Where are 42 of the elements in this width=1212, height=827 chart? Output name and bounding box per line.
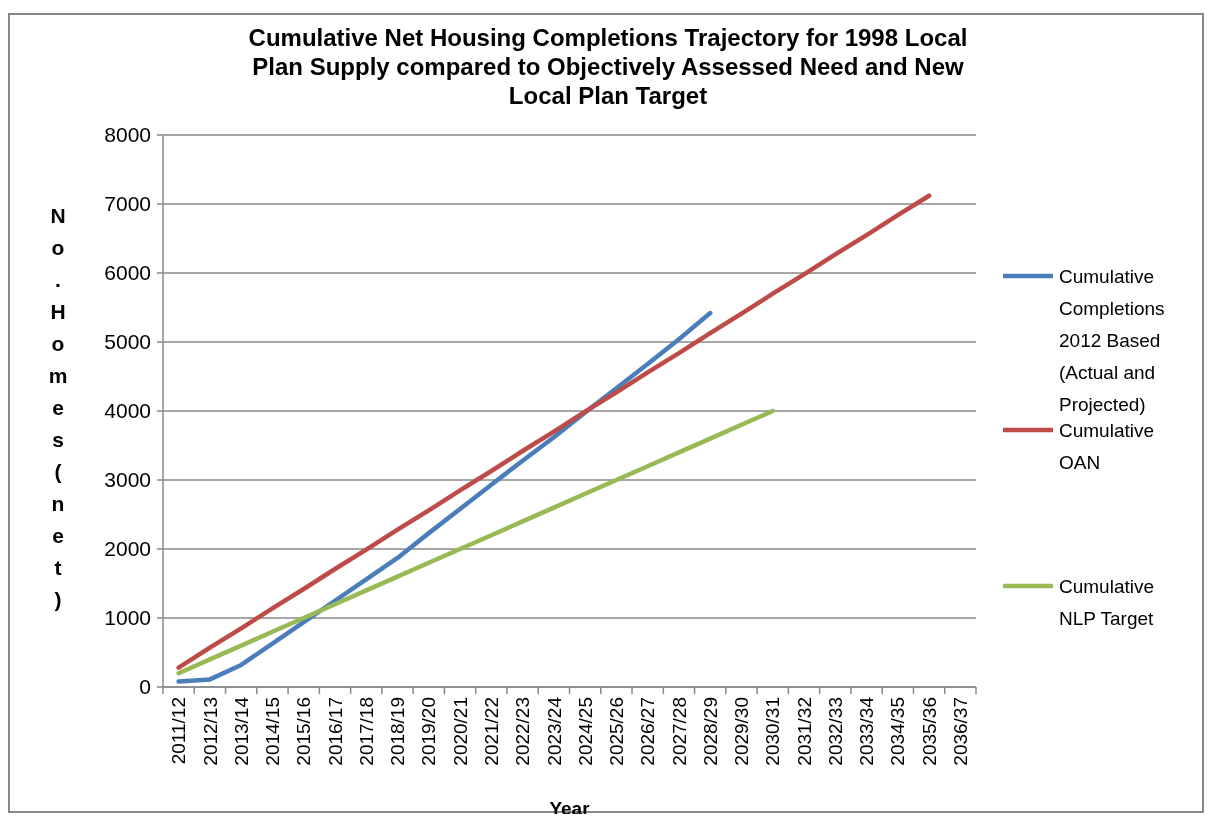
x-tick-label: 2015/16 bbox=[293, 697, 315, 766]
x-tick-label: 2035/36 bbox=[918, 697, 940, 766]
y-tick-label: 7000 bbox=[104, 192, 151, 216]
x-tick-label: 2029/30 bbox=[731, 697, 753, 766]
text: No. Homes (net) bbox=[48, 204, 68, 611]
legend-label: Cumulative NLP Target bbox=[1059, 575, 1155, 629]
x-tick-label: 2027/28 bbox=[668, 697, 690, 766]
x-tick-label: 2018/19 bbox=[387, 697, 409, 766]
y-tick-label: 3000 bbox=[104, 468, 151, 492]
x-tick-label: 2020/21 bbox=[449, 697, 471, 766]
y-tick-label: 1000 bbox=[104, 606, 151, 630]
x-tick-label: 2032/33 bbox=[824, 697, 846, 766]
x-tick-label: 2026/27 bbox=[637, 697, 659, 766]
x-tick-label: 2021/22 bbox=[480, 697, 502, 766]
y-tick-label: 6000 bbox=[104, 261, 151, 285]
x-tick-label: 2022/23 bbox=[512, 697, 534, 766]
x-tick-label: 2011/12 bbox=[168, 697, 190, 765]
legend-label: Cumulative Completions 2012 Based (Actual and Projected) bbox=[1059, 265, 1165, 415]
x-tick-label: 2034/35 bbox=[887, 697, 909, 766]
y-tick-label: 4000 bbox=[104, 399, 151, 423]
y-tick-label: 2000 bbox=[104, 537, 151, 561]
x-tick-label: 2012/13 bbox=[199, 697, 221, 766]
x-tick-label: 2031/32 bbox=[793, 697, 815, 766]
y-tick-label: 8000 bbox=[104, 123, 151, 147]
x-tick-label: 2014/15 bbox=[262, 697, 284, 766]
x-tick-label: 2019/20 bbox=[418, 697, 440, 766]
legend-label: Cumulative OAN bbox=[1059, 419, 1155, 473]
x-tick-label: 2036/37 bbox=[950, 697, 972, 766]
x-tick-label: 2033/34 bbox=[856, 696, 878, 766]
y-tick-label: 0 bbox=[139, 675, 151, 699]
x-tick-label: 2013/14 bbox=[230, 696, 252, 766]
chart-title: Cumulative Net Housing Completions Trajectory for 1998 Local Plan Supply compared to Objectively Assessed Need and New Local Plan Target bbox=[248, 24, 968, 109]
x-tick-label: 2017/18 bbox=[355, 697, 377, 766]
x-tick-label: 2016/17 bbox=[324, 697, 346, 766]
x-tick-label: 2023/24 bbox=[543, 696, 565, 766]
x-tick-label: 2024/25 bbox=[574, 697, 596, 766]
x-tick-label: 2030/31 bbox=[762, 697, 784, 766]
x-tick-label: 2025/26 bbox=[606, 697, 628, 766]
line-series bbox=[176, 193, 932, 670]
line-series bbox=[176, 408, 775, 676]
x-tick-label: 2028/29 bbox=[699, 697, 721, 766]
y-tick-label: 5000 bbox=[104, 330, 151, 354]
